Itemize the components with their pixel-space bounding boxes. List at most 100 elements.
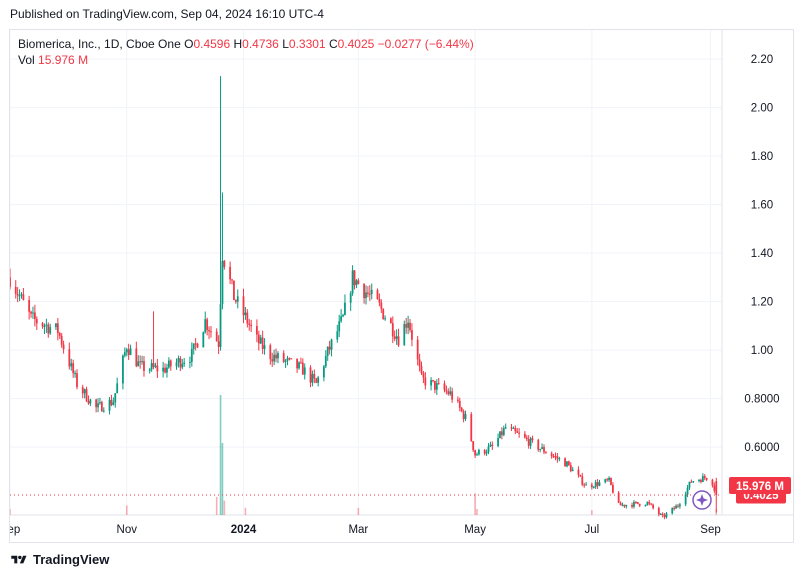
- candle-body: [154, 365, 157, 367]
- candle-body: [229, 266, 232, 280]
- candle-body: [633, 501, 635, 507]
- candle-body: [100, 402, 103, 412]
- chart-legend: Biomerica, Inc., 1D, Cboe One O0.4596 H0…: [18, 36, 474, 68]
- candle-body: [529, 438, 532, 446]
- candle-body: [271, 359, 274, 362]
- volume-bars: [10, 395, 718, 515]
- candle-body: [502, 428, 505, 436]
- candle-body: [189, 361, 191, 363]
- candle-body: [483, 449, 486, 454]
- candle-body: [242, 296, 245, 316]
- candle-body: [579, 474, 582, 477]
- close-value: 0.4025: [337, 37, 375, 51]
- candle-body: [143, 361, 145, 371]
- price-tick-label: 1.80: [751, 151, 773, 163]
- price-chart[interactable]: 2.20 2.00 1.80 1.60 1.40 1.20 1.00 0.8000 0.6000…: [10, 30, 794, 542]
- candle-body: [382, 308, 385, 320]
- candle-body: [123, 352, 126, 356]
- candle-body: [598, 482, 601, 486]
- candle-body: [288, 358, 291, 360]
- candle-body: [435, 383, 438, 390]
- volume-bar: [591, 510, 593, 515]
- candle-body: [418, 359, 421, 367]
- candle-body: [510, 427, 513, 429]
- candle-body: [47, 324, 50, 334]
- candle-body: [659, 513, 662, 515]
- candle-body: [181, 363, 184, 368]
- candle-body: [516, 431, 519, 433]
- volume-bar: [215, 497, 218, 515]
- candle-body: [437, 383, 440, 385]
- candle-body: [447, 391, 450, 395]
- candle-body: [162, 367, 165, 372]
- footer-brand[interactable]: TradingView: [10, 552, 109, 567]
- candle-body: [351, 270, 354, 294]
- candle-body: [330, 339, 333, 350]
- candle-body: [610, 477, 612, 485]
- high-label: H: [233, 37, 243, 51]
- candle-body: [296, 358, 298, 369]
- price-tick-label: 1.40: [751, 248, 773, 260]
- candle-body: [491, 444, 494, 447]
- candle-body: [231, 279, 233, 281]
- candle-body: [263, 345, 266, 349]
- price-axis[interactable]: 2.20 2.00 1.80 1.60 1.40 1.20 1.00 0.8000 0.6000: [744, 54, 779, 454]
- candle-body: [409, 322, 411, 331]
- candle-body: [114, 393, 117, 403]
- candle-body: [32, 312, 34, 314]
- candle-body: [368, 293, 371, 295]
- candle-body: [424, 377, 427, 386]
- candle-body: [125, 349, 128, 353]
- candle-body: [625, 504, 628, 507]
- candle-body: [246, 312, 249, 324]
- candle-body: [566, 461, 568, 467]
- candle-body: [569, 464, 572, 472]
- candle-body: [478, 449, 480, 455]
- candle-body: [256, 326, 258, 335]
- candle-body: [370, 289, 373, 295]
- time-tick-label: May: [464, 524, 486, 536]
- candle-body: [236, 296, 239, 302]
- candle-body: [537, 439, 540, 450]
- candle-body: [487, 446, 490, 453]
- candle-body: [122, 355, 124, 384]
- candle-body: [673, 507, 676, 509]
- candle-body: [650, 503, 653, 505]
- candle-body: [175, 362, 178, 367]
- candle-body: [449, 391, 452, 395]
- candle-body: [701, 476, 704, 482]
- volume-bar: [221, 443, 224, 515]
- candle-body: [233, 280, 235, 301]
- price-tick-label: 1.60: [751, 200, 773, 212]
- candle-body: [139, 361, 142, 363]
- candle-body: [35, 319, 38, 324]
- candle-body: [259, 337, 262, 344]
- candle-body: [407, 322, 410, 328]
- candle-body: [129, 348, 132, 355]
- candle-body: [328, 346, 331, 350]
- candle-body: [411, 330, 413, 340]
- candle-body: [422, 373, 425, 378]
- candle-body: [397, 336, 400, 346]
- candle-body: [284, 360, 287, 362]
- candle-body: [179, 358, 182, 368]
- price-tick-label: 2.00: [751, 103, 773, 115]
- candle-body: [395, 336, 398, 339]
- candle-body: [355, 280, 358, 286]
- ohlc-row: Biomerica, Inc., 1D, Cboe One O0.4596 H0…: [18, 36, 474, 52]
- candle-body: [315, 378, 318, 383]
- candle-body: [219, 304, 222, 347]
- candle-body: [644, 505, 647, 507]
- candle-body: [657, 508, 660, 515]
- volume-row: Vol 15.976 M: [18, 52, 474, 68]
- candle-body: [638, 503, 641, 506]
- time-axis[interactable]: Sep Nov 2024 Mar May Jul Sep: [10, 524, 721, 536]
- star-icon[interactable]: [692, 490, 712, 510]
- candle-body: [604, 479, 607, 483]
- candle-body: [357, 280, 360, 284]
- candle-body: [112, 402, 115, 405]
- candle-body: [514, 427, 517, 432]
- candle-body: [261, 337, 264, 349]
- volume-value: 15.976 M: [38, 53, 89, 67]
- candle-body: [567, 461, 570, 465]
